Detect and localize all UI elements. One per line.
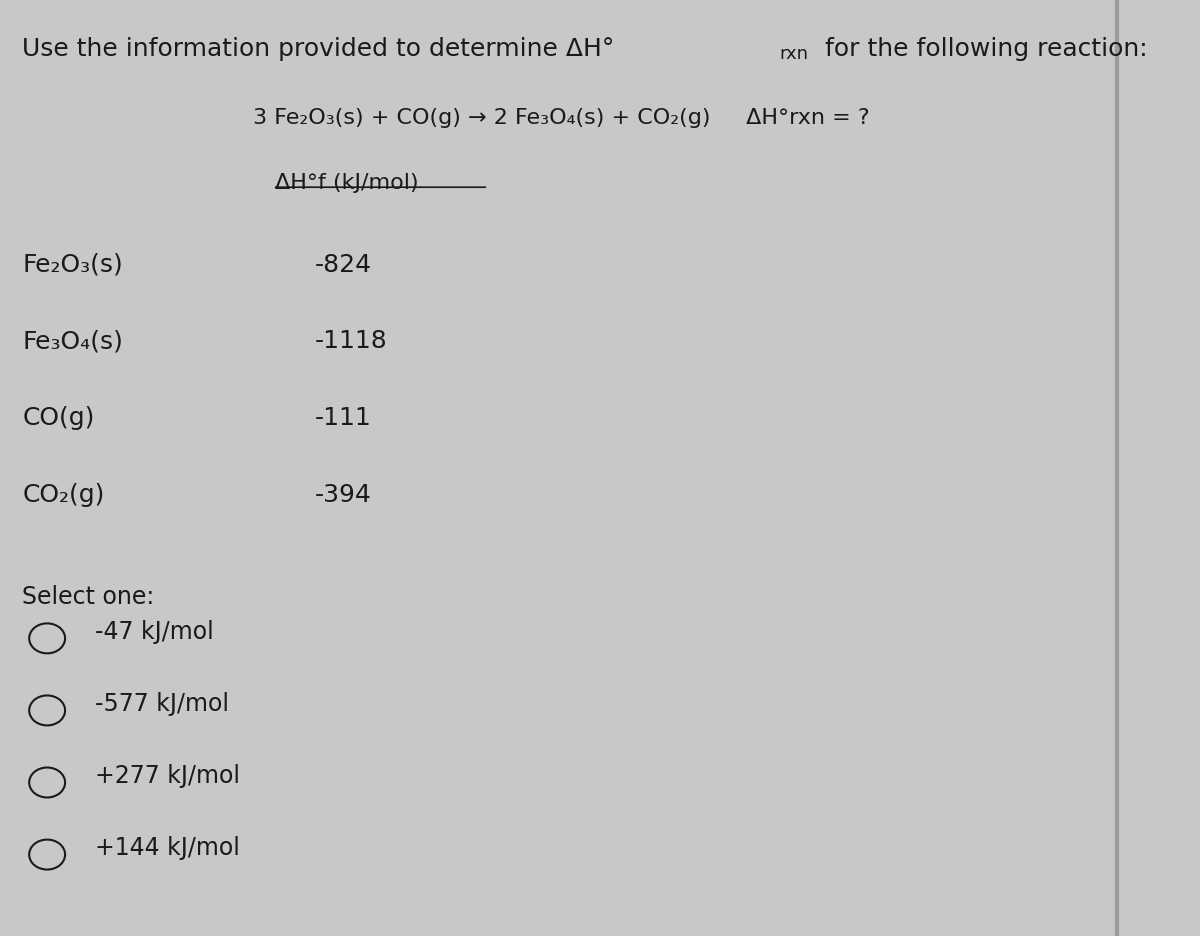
Text: Select one:: Select one: [23, 585, 155, 609]
Text: +144 kJ/mol: +144 kJ/mol [95, 836, 240, 860]
Text: +277 kJ/mol: +277 kJ/mol [95, 764, 240, 788]
Text: 3 Fe₂O₃(s) + CO(g) → 2 Fe₃O₄(s) + CO₂(g)     ΔH°rxn = ?: 3 Fe₂O₃(s) + CO(g) → 2 Fe₃O₄(s) + CO₂(g)… [253, 108, 870, 127]
Text: -577 kJ/mol: -577 kJ/mol [95, 692, 229, 716]
Text: rxn: rxn [779, 45, 808, 63]
Text: -111: -111 [314, 406, 371, 431]
Text: Use the information provided to determine ΔH°: Use the information provided to determin… [23, 37, 614, 62]
Text: ΔH°f (kJ/mol): ΔH°f (kJ/mol) [275, 173, 419, 193]
Text: Fe₂O₃(s): Fe₂O₃(s) [23, 253, 124, 277]
Text: for the following reaction:: for the following reaction: [817, 37, 1147, 62]
Text: -824: -824 [314, 253, 371, 277]
Text: -1118: -1118 [314, 329, 388, 354]
Text: -394: -394 [314, 483, 371, 507]
Text: Fe₃O₄(s): Fe₃O₄(s) [23, 329, 124, 354]
Text: CO₂(g): CO₂(g) [23, 483, 104, 507]
Text: -47 kJ/mol: -47 kJ/mol [95, 620, 214, 644]
Text: CO(g): CO(g) [23, 406, 95, 431]
